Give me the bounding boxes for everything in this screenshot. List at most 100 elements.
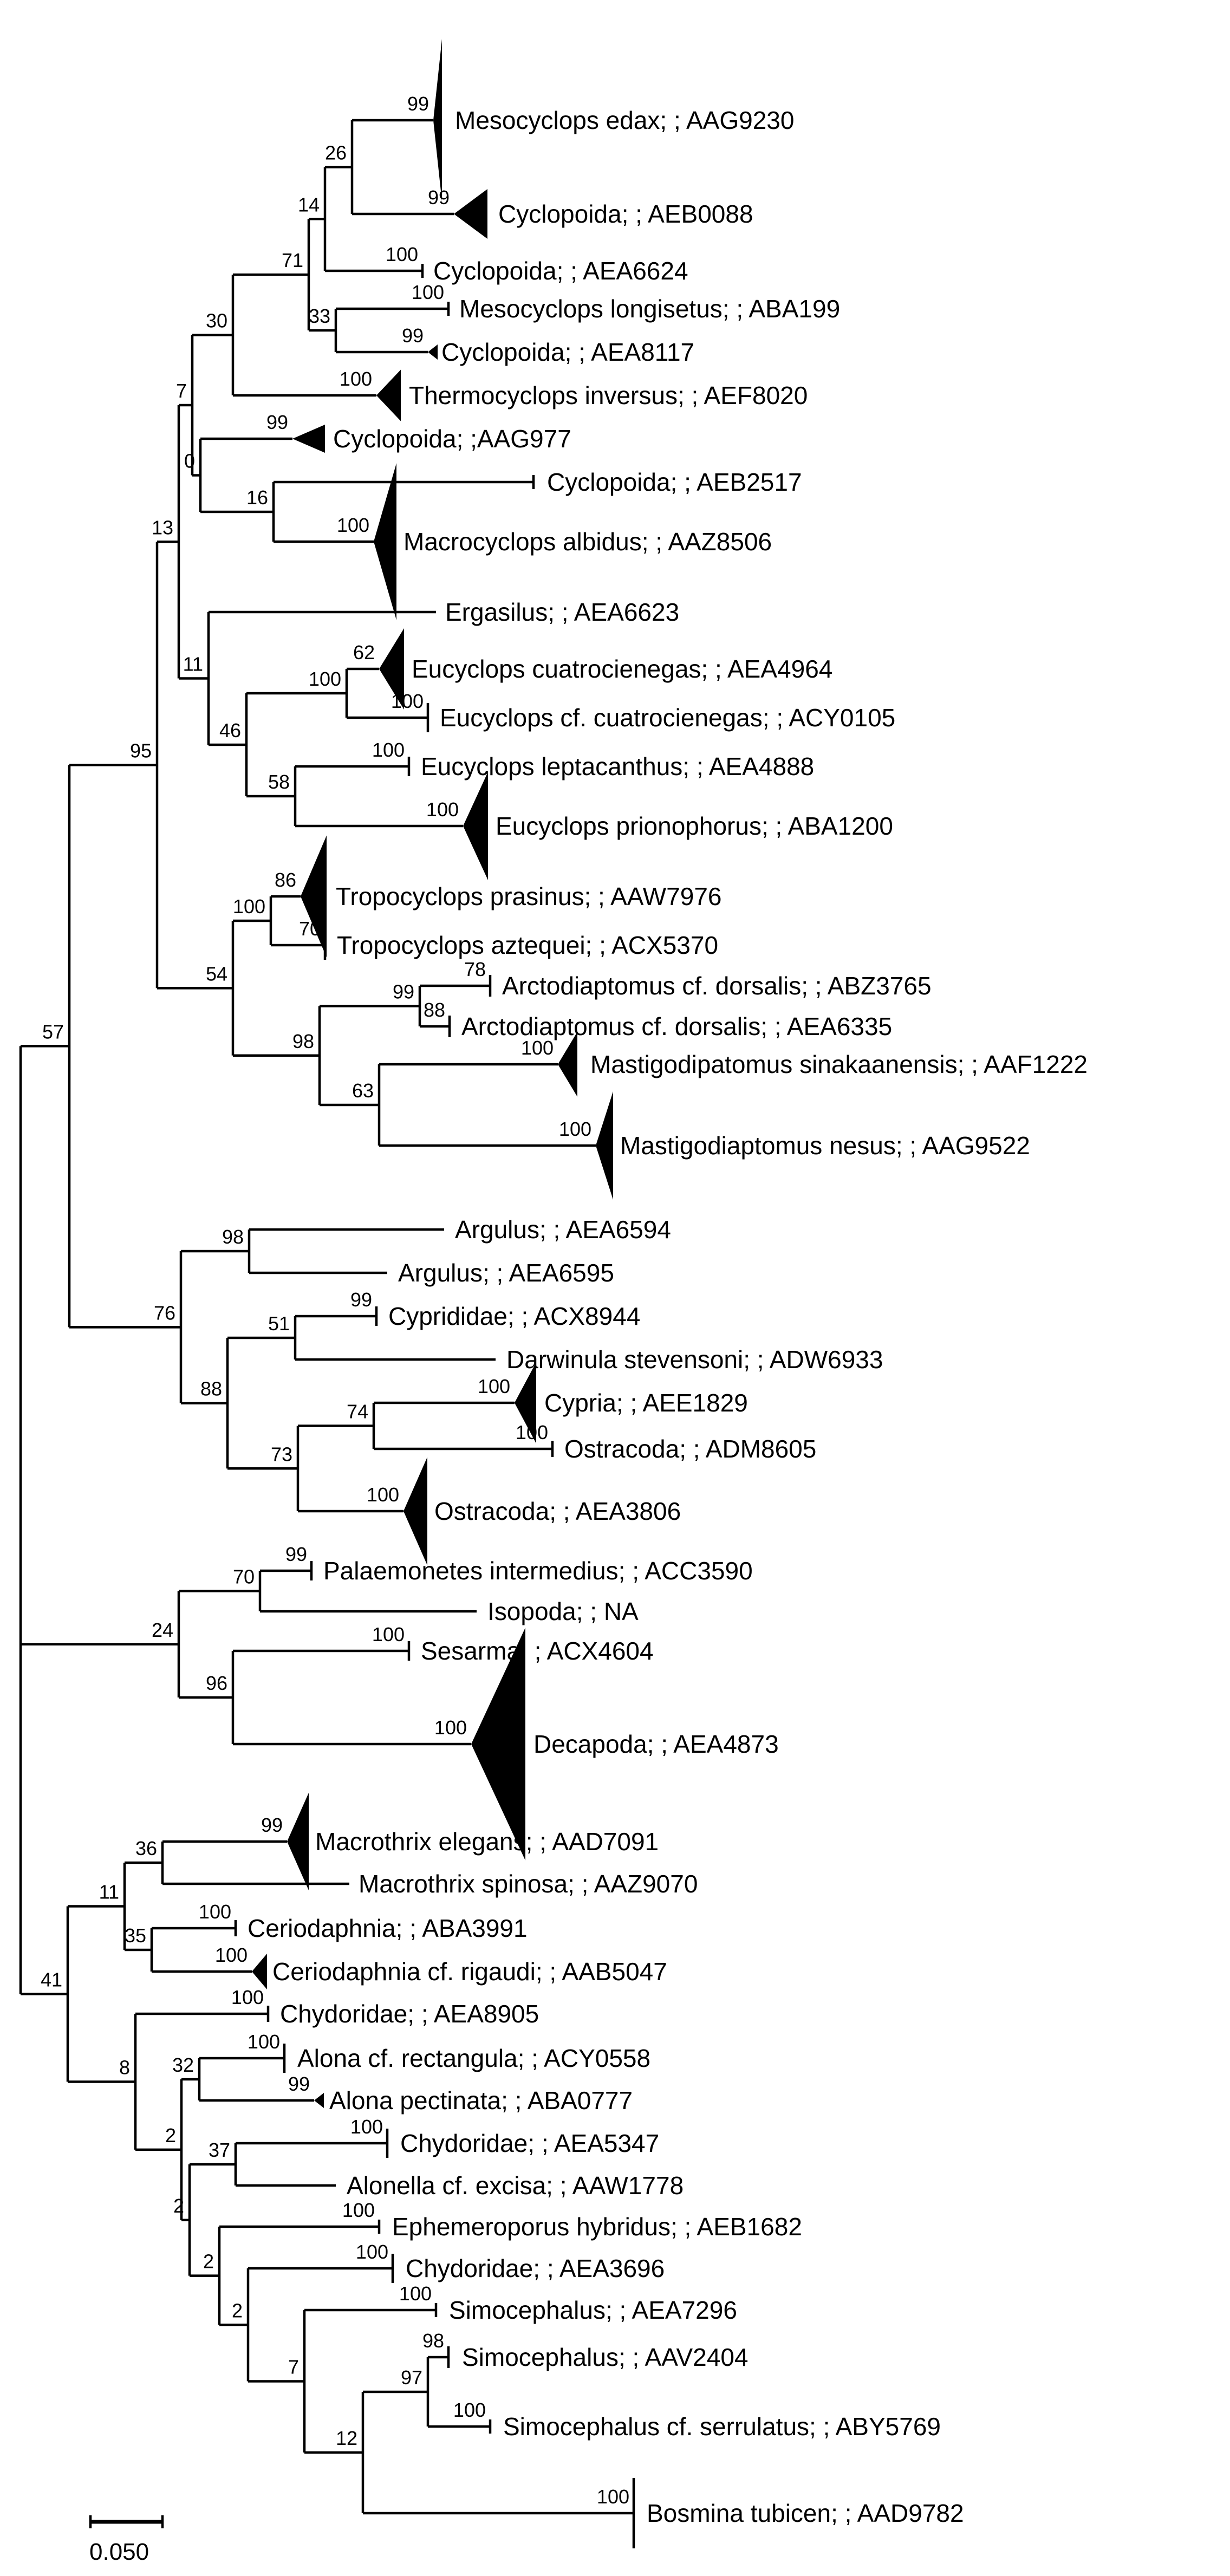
support-value: 11: [99, 1881, 119, 1903]
support-value: 99: [402, 324, 424, 347]
support-value: 99: [266, 411, 288, 433]
tip-label: Alona cf. rectangula; ; ACY0558: [297, 2044, 650, 2072]
support-value: 16: [246, 486, 268, 509]
tip-label: Mesocyclops longisetus; ; ABA199: [459, 295, 840, 323]
support-value: 98: [292, 1030, 314, 1052]
support-value: 96: [206, 1672, 227, 1694]
collapsed-clade-triangle: [596, 1091, 613, 1200]
collapsed-clade-triangle: [558, 1032, 577, 1097]
support-value: 100: [337, 514, 369, 536]
tip-label: Mastigodipatomus sinakaanensis; ; AAF122…: [590, 1050, 1088, 1078]
support-value: 99: [407, 93, 429, 115]
tip-label: Isopoda; ; NA: [487, 1597, 639, 1625]
support-value: 70: [233, 1566, 255, 1588]
support-value: 100: [199, 1901, 231, 1923]
tip-label: Darwinula stevensoni; ; ADW6933: [506, 1345, 883, 1374]
tip-label: Macrothrix elegans; ; AAD7091: [315, 1827, 659, 1856]
support-value: 99: [261, 1814, 283, 1836]
support-value: 76: [154, 1302, 175, 1324]
support-value: 86: [275, 869, 296, 891]
collapsed-clade-triangle: [376, 369, 401, 421]
collapsed-clade-triangle: [428, 344, 438, 360]
support-value: 99: [428, 186, 450, 209]
support-value: 100: [426, 798, 459, 821]
tip-label: Chydoridae; ; AEA3696: [406, 2254, 665, 2282]
support-value: 99: [288, 2073, 310, 2095]
tip-label: Macrothrix spinosa; ; AAZ9070: [359, 1870, 698, 1898]
tip-label: Mastigodiaptomus nesus; ; AAG9522: [620, 1131, 1030, 1160]
support-value: 100: [372, 1623, 405, 1645]
collapsed-clade-triangle: [374, 463, 396, 620]
tip-label: Decapoda; ; AEA4873: [533, 1730, 779, 1758]
support-value: 100: [434, 1716, 467, 1739]
tip-label: Tropocyclops prasinus; ; AAW7976: [336, 882, 721, 910]
tip-label: Chydoridae; ; AEA8905: [280, 2000, 539, 2028]
support-value: 41: [41, 1968, 62, 1990]
support-value: 100: [453, 2399, 486, 2421]
support-value: 100: [233, 895, 265, 918]
collapsed-clade-triangle: [252, 1954, 267, 1989]
tip-label: Cyclopoida; ; AEA6624: [433, 257, 688, 285]
support-value: 7: [288, 2356, 299, 2378]
support-value: 100: [372, 739, 405, 761]
tip-label: Eucyclops prionophorus; ; ABA1200: [496, 812, 893, 840]
support-value: 12: [336, 2427, 357, 2449]
support-value: 100: [412, 281, 444, 303]
tip-label: Arctodiaptomus cf. dorsalis; ; ABZ3765: [502, 972, 932, 1000]
support-value: 70: [299, 918, 321, 940]
support-value: 100: [391, 690, 424, 712]
tip-label: Cyclopoida; ;AAG977: [333, 425, 571, 453]
support-value: 100: [215, 1944, 248, 1966]
support-value: 57: [42, 1020, 64, 1043]
support-value: 100: [248, 2031, 280, 2053]
support-value: 2: [173, 2195, 184, 2217]
tip-label: Bosmina tubicen; ; AAD9782: [647, 2499, 964, 2527]
support-value: 2: [232, 2299, 243, 2321]
support-value: 97: [401, 2366, 422, 2389]
tip-label: Eucyclops leptacanthus; ; AEA4888: [421, 752, 814, 780]
support-value: 71: [282, 249, 303, 271]
support-value: 100: [516, 1421, 548, 1443]
support-value: 95: [130, 739, 152, 762]
tip-label: Cyclopoida; ; AEB2517: [547, 468, 802, 496]
support-value: 33: [309, 305, 330, 327]
tip-label: Ceriodaphnia cf. rigaudi; ; AAB5047: [272, 1957, 667, 1986]
support-value: 8: [119, 2056, 130, 2078]
tip-label: Tropocyclops aztequei; ; ACX5370: [337, 931, 718, 959]
tip-label: Ephemeroporus hybridus; ; AEB1682: [392, 2213, 802, 2241]
tip-label: Mesocyclops edax; ; AAG9230: [455, 106, 794, 134]
collapsed-clade-triangle: [515, 1362, 536, 1443]
collapsed-clade-triangle: [287, 1793, 309, 1890]
support-value: 35: [125, 1924, 146, 1947]
tip-label: Eucyclops cf. cuatrocienegas; ; ACY0105: [440, 704, 895, 732]
support-value: 14: [298, 193, 320, 216]
tip-label: Alona pectinata; ; ABA0777: [329, 2086, 633, 2115]
support-value: 100: [559, 1118, 591, 1140]
tip-label: Ceriodaphnia; ; ABA3991: [248, 1914, 528, 1942]
support-value: 73: [271, 1443, 292, 1465]
support-value: 100: [597, 2486, 629, 2508]
tip-label: Ostracoda; ; ADM8605: [564, 1435, 816, 1463]
tip-label: Ostracoda; ; AEA3806: [434, 1497, 681, 1525]
tip-label: Simocephalus; ; AAV2404: [462, 2343, 748, 2371]
support-value: 100: [521, 1037, 554, 1059]
support-value: 32: [172, 2054, 194, 2076]
collapsed-clade-triangle: [404, 1457, 427, 1565]
tip-label: Cyprididae; ; ACX8944: [388, 1302, 640, 1330]
support-value: 2: [165, 2124, 176, 2146]
support-value: 88: [424, 999, 445, 1021]
support-value: 99: [350, 1289, 372, 1311]
scale-bar-label: 0.050: [89, 2539, 149, 2565]
tip-label: Simocephalus cf. serrulatus; ; ABY5769: [503, 2412, 941, 2441]
support-value: 30: [206, 310, 227, 332]
support-value: 98: [222, 1226, 244, 1248]
tip-label: Arctodiaptomus cf. dorsalis; ; AEA6335: [461, 1012, 892, 1040]
support-value: 100: [356, 2241, 388, 2263]
tip-label: Macrocyclops albidus; ; AAZ8506: [404, 528, 772, 556]
collapsed-clade-triangle: [433, 39, 442, 201]
support-value: 37: [209, 2139, 230, 2161]
support-value: 100: [367, 1484, 399, 1506]
